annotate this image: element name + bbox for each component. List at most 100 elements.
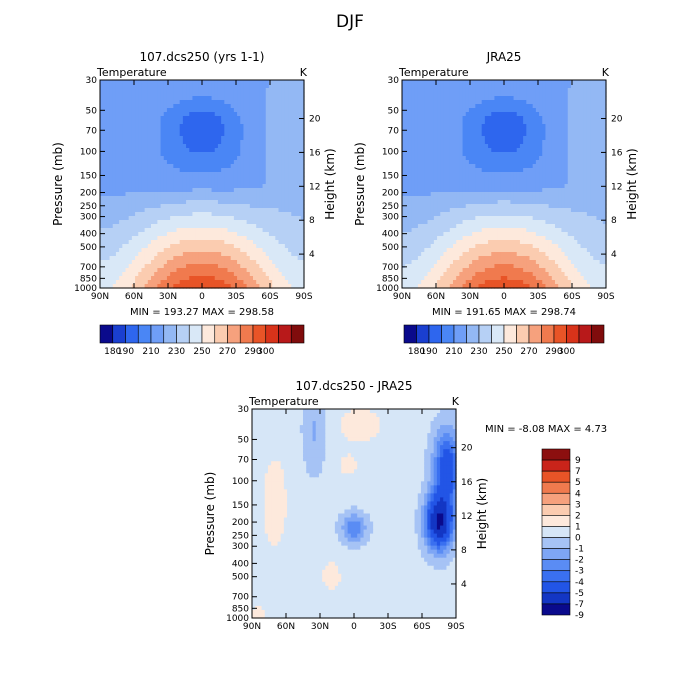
contour-cell xyxy=(510,136,515,141)
contour-cell xyxy=(144,96,149,101)
contour-cell xyxy=(532,132,537,137)
contour-cell xyxy=(170,240,174,245)
contour-cell xyxy=(433,128,438,133)
contour-cell xyxy=(478,164,483,169)
contour-cell xyxy=(484,84,489,89)
contour-cell xyxy=(233,256,238,261)
contour-cell xyxy=(288,156,292,161)
contour-cell xyxy=(128,244,133,249)
contour-cell xyxy=(214,248,219,253)
contour-cell xyxy=(205,188,209,193)
contour-cell xyxy=(593,80,598,85)
contour-cell xyxy=(182,120,187,125)
contour-cell xyxy=(275,176,280,181)
contour-cell xyxy=(106,196,111,201)
contour-cell xyxy=(472,160,476,165)
contour-cell xyxy=(195,180,200,185)
contour-cell xyxy=(233,260,238,265)
contour-cell xyxy=(186,272,190,277)
contour-cell xyxy=(211,284,216,289)
contour-cell xyxy=(144,172,149,177)
contour-cell xyxy=(112,260,117,265)
contour-cell xyxy=(558,84,562,89)
contour-cell xyxy=(179,264,184,269)
contour-cell xyxy=(131,140,136,145)
contour-cell xyxy=(192,268,197,273)
contour-cell xyxy=(135,104,139,109)
contour-cell xyxy=(446,140,451,145)
contour-cell xyxy=(128,164,133,169)
contour-cell xyxy=(497,92,502,97)
contour-cell xyxy=(288,136,292,141)
contour-cell xyxy=(186,220,190,225)
contour-cell xyxy=(440,132,445,137)
contour-cell xyxy=(577,144,582,149)
contour-cell xyxy=(182,116,187,121)
contour-cell xyxy=(202,160,206,165)
contour-cell xyxy=(288,240,292,245)
contour-cell xyxy=(154,244,158,249)
contour-cell xyxy=(291,120,296,125)
contour-cell xyxy=(243,280,248,285)
contour-cell xyxy=(275,144,280,149)
contour-cell xyxy=(103,216,107,221)
contour-cell xyxy=(405,144,409,149)
contour-cell xyxy=(135,92,139,97)
contour-cell xyxy=(548,108,553,113)
contour-cell xyxy=(147,80,152,85)
contour-cell xyxy=(147,236,152,241)
contour-cell xyxy=(545,152,550,157)
contour-cell xyxy=(262,248,267,253)
contour-cell xyxy=(202,168,206,173)
contour-cell xyxy=(189,240,194,245)
contour-cell xyxy=(262,188,267,193)
contour-cell xyxy=(243,120,248,125)
contour-cell xyxy=(507,116,511,121)
contour-cell xyxy=(484,80,489,85)
contour-cell xyxy=(548,140,553,145)
contour-cell xyxy=(443,88,448,93)
contour-cell xyxy=(488,160,492,165)
contour-cell xyxy=(539,108,543,113)
contour-cell xyxy=(272,220,276,225)
contour-cell xyxy=(198,256,203,261)
contour-cell xyxy=(583,168,588,173)
contour-cell xyxy=(202,100,206,105)
contour-cell xyxy=(211,264,216,269)
contour-cell xyxy=(602,92,607,97)
contour-cell xyxy=(297,160,302,165)
contour-cell xyxy=(262,200,267,205)
contour-cell xyxy=(272,268,276,273)
contour-cell xyxy=(112,104,117,109)
contour-cell xyxy=(125,216,130,221)
contour-cell xyxy=(259,256,264,261)
contour-cell xyxy=(163,120,168,125)
contour-cell xyxy=(243,152,248,157)
contour-cell xyxy=(214,264,219,269)
contour-cell xyxy=(253,144,257,149)
contour-cell xyxy=(103,100,107,105)
contour-cell xyxy=(281,232,286,237)
contour-cell xyxy=(519,148,524,153)
contour-cell xyxy=(246,108,251,113)
contour-cell xyxy=(513,164,518,169)
contour-cell xyxy=(297,112,302,117)
contour-cell xyxy=(542,132,547,137)
contour-cell xyxy=(214,104,219,109)
contour-cell xyxy=(179,196,184,201)
contour-cell xyxy=(500,148,505,153)
contour-cell xyxy=(297,208,302,213)
contour-cell xyxy=(593,128,598,133)
contour-cell xyxy=(237,148,241,153)
contour-cell xyxy=(233,108,238,113)
contour-cell xyxy=(224,164,229,169)
contour-cell xyxy=(268,264,273,269)
contour-cell xyxy=(189,104,194,109)
contour-cell xyxy=(109,84,114,89)
contour-cell xyxy=(259,212,264,217)
contour-cell xyxy=(192,164,197,169)
contour-cell xyxy=(243,108,248,113)
contour-cell xyxy=(504,168,508,173)
contour-cell xyxy=(221,128,225,133)
